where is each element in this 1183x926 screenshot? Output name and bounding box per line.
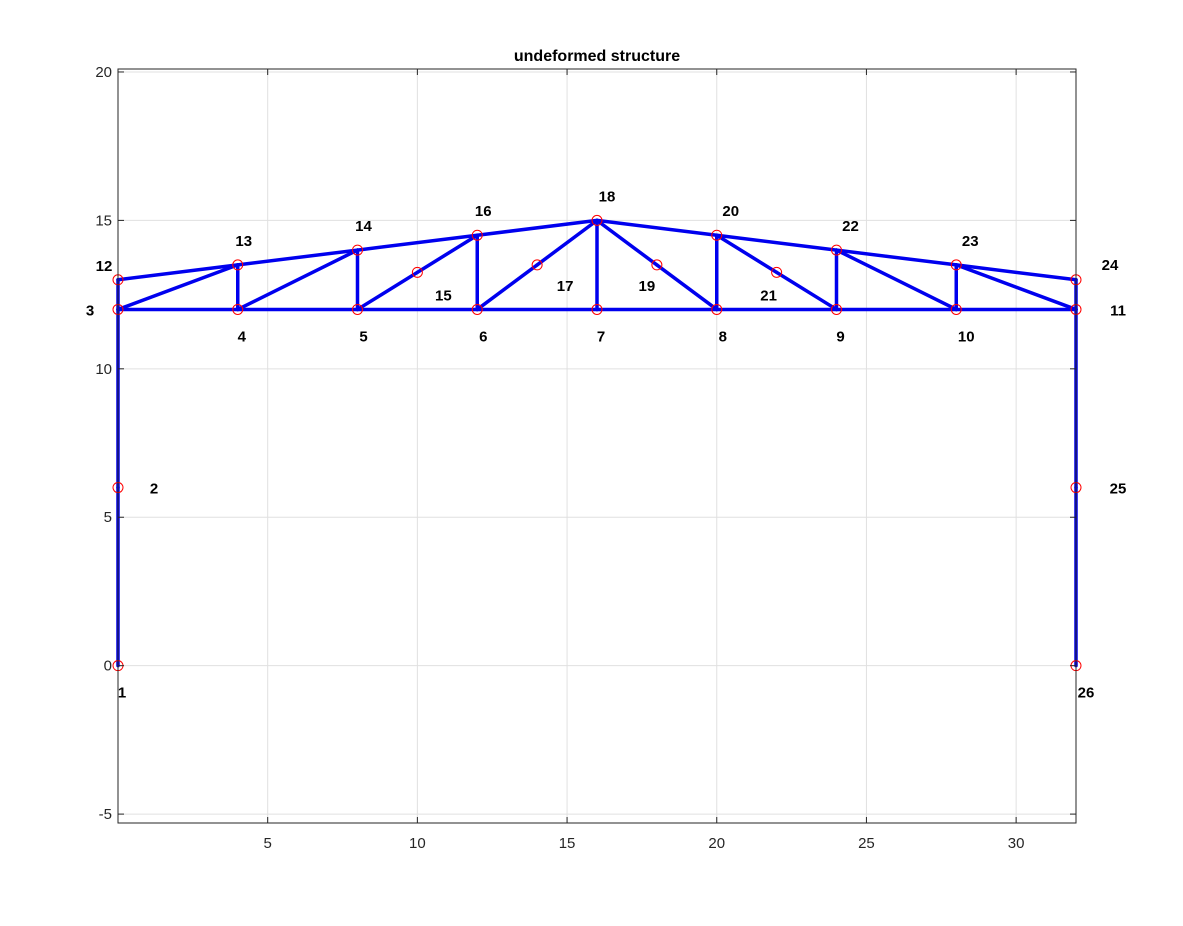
y-tick-label: 20 (95, 64, 112, 81)
member-line (355, 270, 420, 312)
member-line (475, 263, 539, 312)
member-line (715, 233, 779, 275)
node-marker (771, 266, 783, 278)
x-tick-label: 20 (708, 835, 725, 852)
node-label-20: 20 (722, 203, 739, 220)
y-tick-label: 15 (95, 212, 112, 229)
axes-box (117, 68, 1077, 824)
node-label-23: 23 (962, 233, 979, 250)
y-tick-label: 5 (104, 509, 112, 526)
node-marker (831, 244, 842, 256)
node-marker (591, 214, 603, 226)
x-tick-label: 25 (858, 835, 875, 852)
members (116, 218, 1078, 668)
node-label-15: 15 (435, 287, 452, 304)
node-label-6: 6 (479, 328, 487, 345)
chart-title: undeformed structure (514, 48, 680, 65)
node-marker (531, 259, 543, 271)
member-line (415, 233, 479, 275)
grid (118, 69, 1076, 823)
node-marker (591, 303, 603, 315)
node-label-26: 26 (1078, 685, 1095, 702)
node-marker (711, 303, 723, 315)
node-label-10: 10 (958, 328, 975, 345)
node-marker (232, 259, 244, 271)
node-label-14: 14 (355, 218, 372, 235)
member-line (236, 248, 360, 312)
node-marker (471, 303, 483, 315)
member-line (954, 263, 1078, 282)
node-marker (352, 303, 363, 315)
node-marker (411, 266, 423, 278)
member-line (774, 270, 839, 312)
node-label-17: 17 (557, 278, 574, 295)
member-line (116, 263, 240, 312)
x-tick-label: 5 (264, 835, 272, 852)
node-label-2: 2 (150, 481, 158, 498)
node-marker (831, 303, 842, 315)
node-label-1: 1 (118, 685, 126, 702)
member-line (475, 218, 599, 237)
member-line (355, 233, 479, 252)
member-line (535, 218, 599, 267)
member-line (595, 218, 659, 267)
node-label-24: 24 (1102, 257, 1119, 274)
node-label-12: 12 (96, 258, 113, 275)
x-tick-label: 30 (1008, 835, 1025, 852)
member-line (715, 233, 839, 252)
node-marker (651, 259, 663, 271)
node-label-19: 19 (639, 278, 656, 295)
node-marker (950, 303, 962, 315)
x-tick-label: 15 (559, 835, 576, 852)
member-line (834, 248, 958, 312)
node-label-5: 5 (359, 328, 367, 345)
node-marker (711, 229, 723, 241)
node-marker (950, 259, 962, 271)
node-label-8: 8 (719, 328, 727, 345)
node-label-25: 25 (1110, 481, 1127, 498)
y-tick-label: 10 (95, 361, 112, 378)
node-label-16: 16 (475, 203, 492, 220)
node-marker (232, 303, 244, 315)
node-label-13: 13 (235, 233, 252, 250)
member-line (236, 248, 360, 267)
node-label-4: 4 (238, 328, 247, 345)
node-label-22: 22 (842, 218, 859, 235)
node-marker (471, 229, 483, 241)
node-label-3: 3 (86, 302, 94, 319)
node-label-21: 21 (760, 287, 777, 304)
member-line (655, 263, 719, 312)
member-line (834, 248, 958, 267)
y-tick-label: -5 (99, 806, 112, 823)
member-line (595, 218, 719, 237)
node-marker (352, 244, 363, 256)
node-label-18: 18 (599, 188, 616, 205)
node-label-7: 7 (597, 328, 605, 345)
x-tick-label: 10 (409, 835, 426, 852)
node-label-11: 11 (1110, 302, 1126, 319)
node-label-9: 9 (836, 328, 844, 345)
member-line (954, 263, 1078, 312)
member-line (116, 263, 240, 282)
y-tick-label: 0 (104, 658, 112, 675)
